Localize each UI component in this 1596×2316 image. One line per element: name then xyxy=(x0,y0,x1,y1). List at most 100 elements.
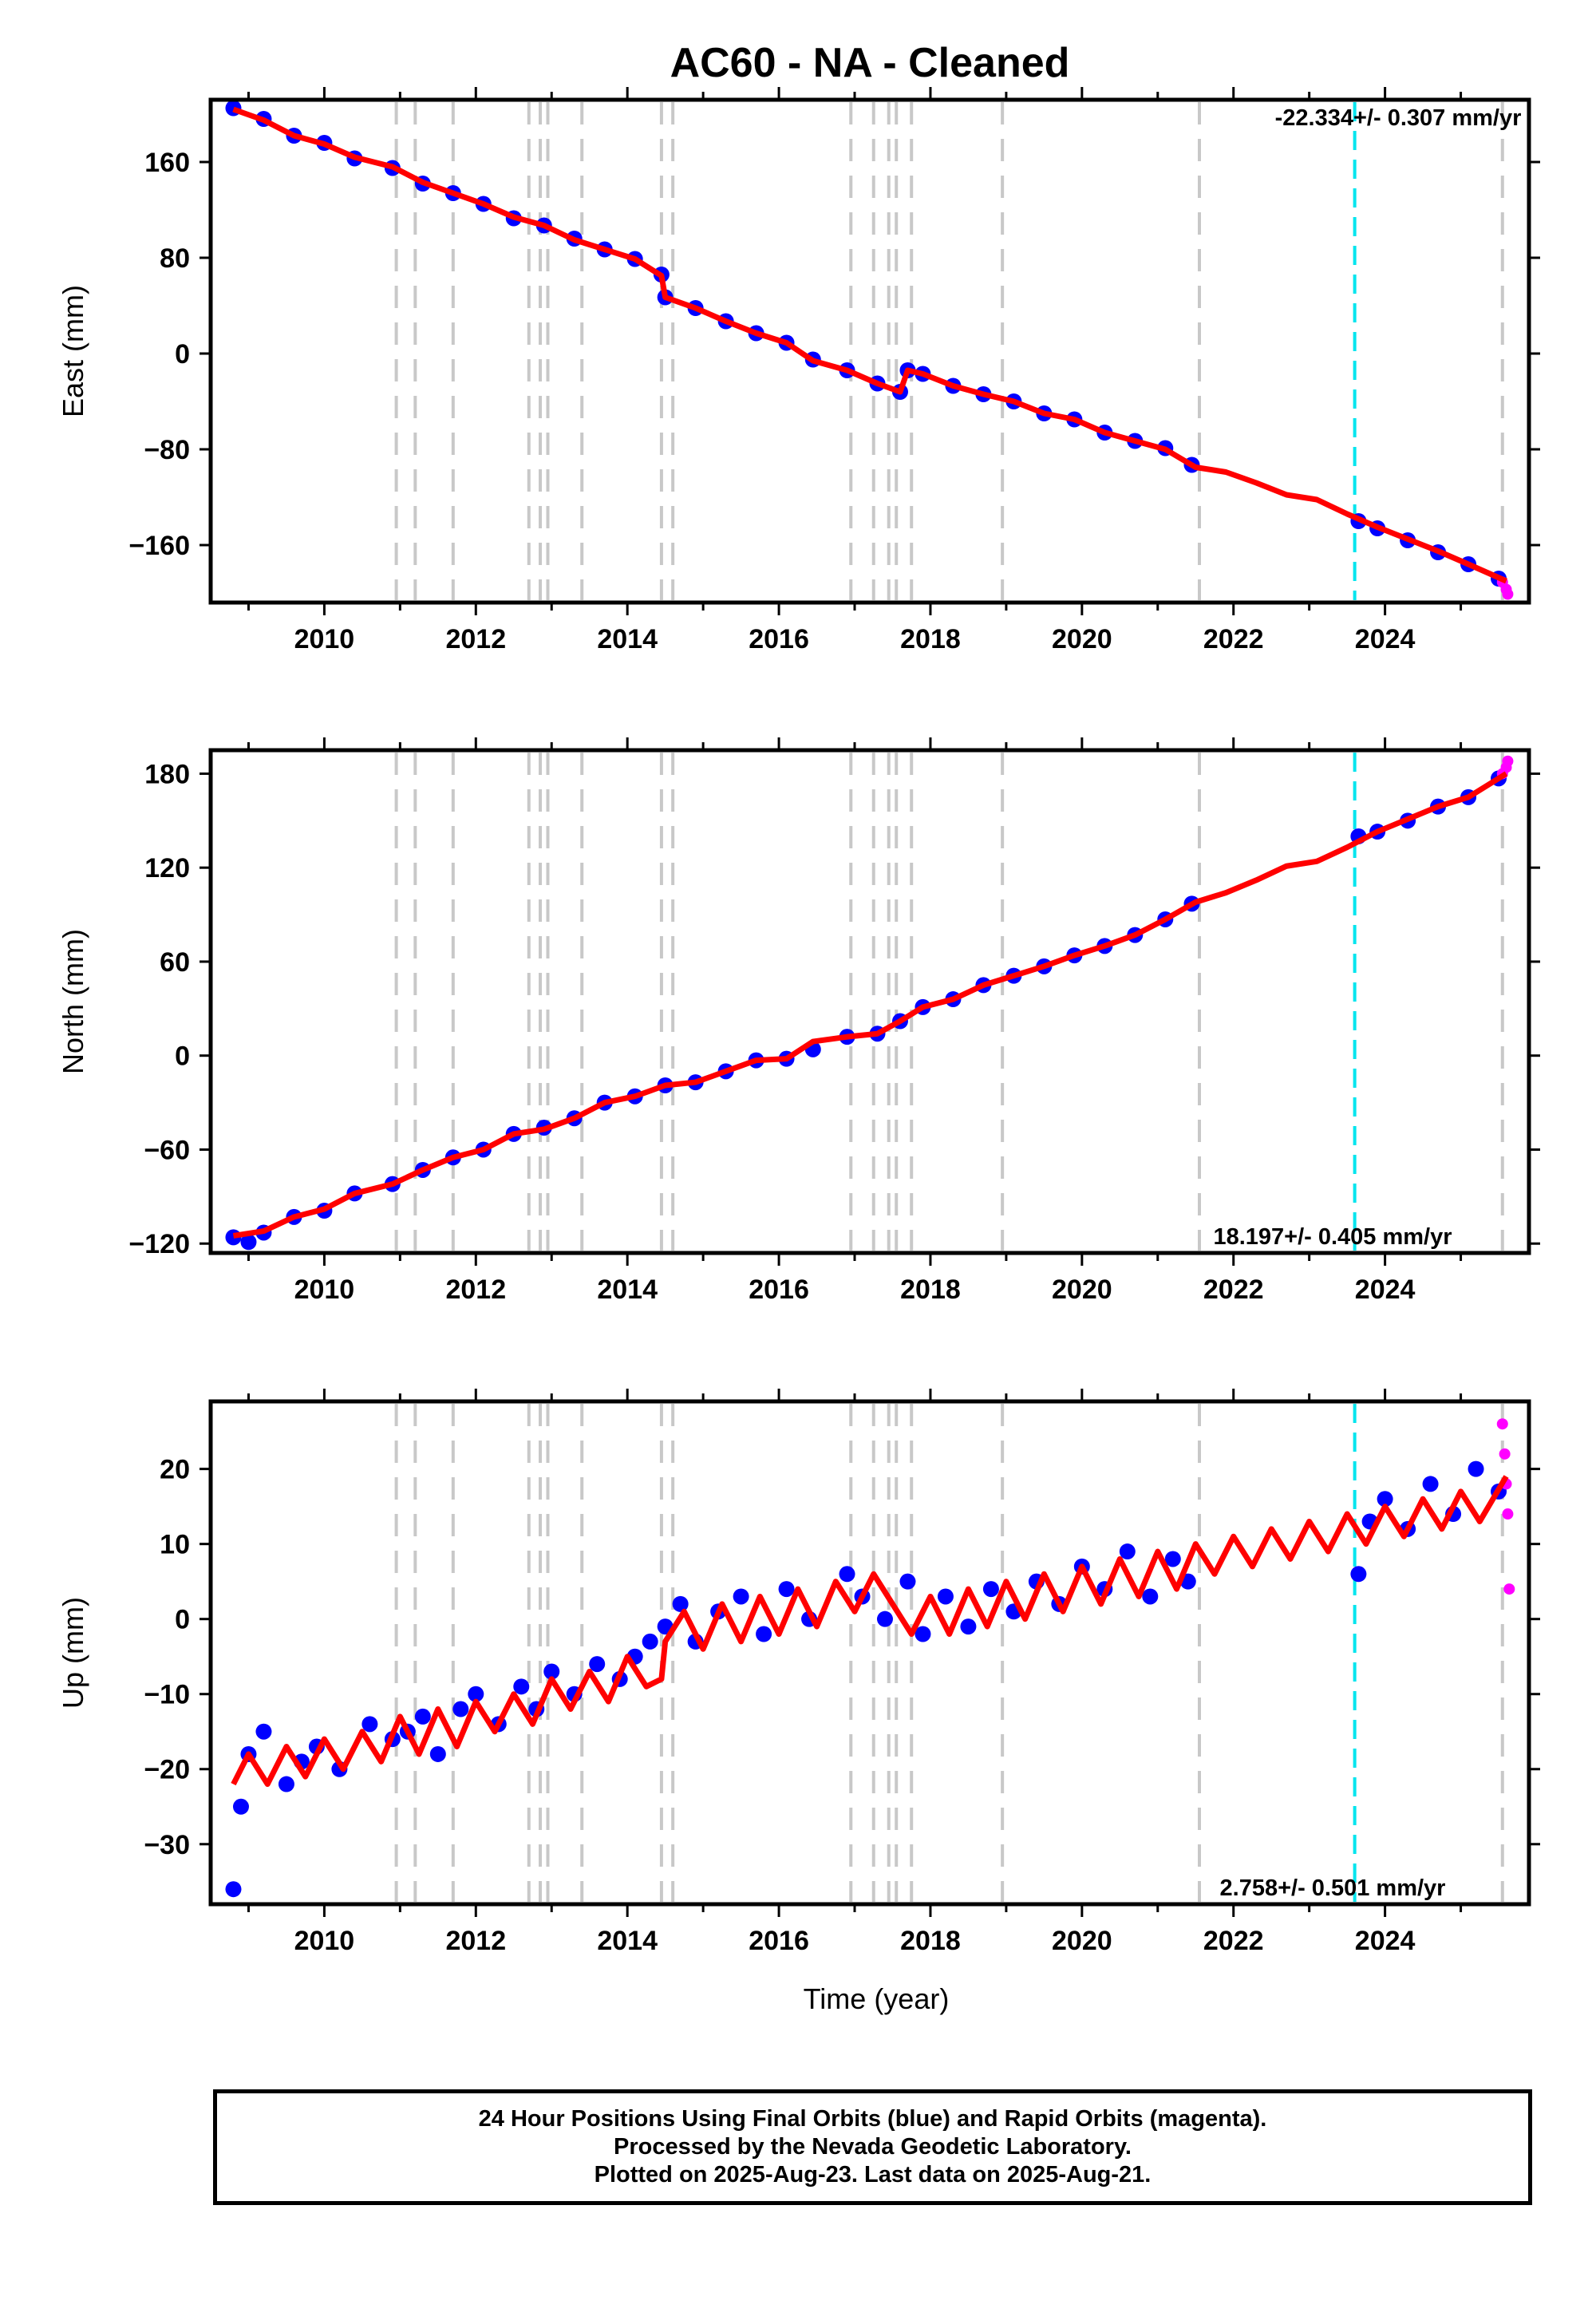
north-axes: 180 120 60 0 −60 −120 2010 2012 2014 2016 2018 2020… xyxy=(128,737,1540,1305)
up-point-0-16 xyxy=(513,1678,530,1695)
up-point-0-4 xyxy=(278,1776,294,1792)
up-points xyxy=(225,1418,1515,1898)
up-point-0-55 xyxy=(1468,1460,1484,1477)
up-point-1-1 xyxy=(1499,1448,1511,1460)
up-point-1-4 xyxy=(1503,1583,1515,1595)
east-model-line xyxy=(232,106,1507,584)
up-model xyxy=(231,1475,1509,1788)
up-point-0-47 xyxy=(1164,1551,1181,1567)
up-ytick-label-4: −20 xyxy=(144,1755,190,1785)
up-point-0-18 xyxy=(543,1663,560,1680)
north-xtick-label-1: 2012 xyxy=(445,1275,506,1305)
north-ytick-label-4: −60 xyxy=(144,1135,190,1165)
up-rate-label: 2.758+/- 0.501 mm/yr xyxy=(1220,1875,1446,1901)
up-ytick-label-0: 20 xyxy=(160,1455,190,1485)
north-xtick-label-2: 2014 xyxy=(597,1275,658,1305)
north-ylabel: North (mm) xyxy=(57,929,89,1074)
up-xlabel: Time (year) xyxy=(804,1982,950,2015)
up-point-0-36 xyxy=(915,1626,931,1642)
north-xtick-label-7: 2024 xyxy=(1355,1275,1416,1305)
up-point-0-1 xyxy=(232,1798,249,1815)
east-xtick-label-7: 2024 xyxy=(1355,624,1416,654)
east-ytick-label-3: −80 xyxy=(144,435,190,465)
footer-box: 24 Hour Positions Using Final Orbits (bl… xyxy=(213,2089,1532,2205)
north-xtick-label-3: 2016 xyxy=(749,1275,809,1305)
up-breaks xyxy=(394,1404,1504,1902)
up-ytick-label-5: −30 xyxy=(144,1830,190,1860)
up-point-1-3 xyxy=(1502,1508,1514,1520)
east-ytick-label-0: 160 xyxy=(144,148,190,178)
north-point-1-2 xyxy=(1502,755,1514,767)
north-rate-label: 18.197+/- 0.405 mm/yr xyxy=(1213,1224,1452,1250)
up-point-0-14 xyxy=(468,1686,484,1702)
up-point-0-38 xyxy=(960,1618,977,1635)
up-point-0-3 xyxy=(255,1723,272,1740)
up-point-1-0 xyxy=(1496,1418,1508,1430)
up-point-0-37 xyxy=(937,1588,954,1605)
up-xtick-label-3: 2016 xyxy=(749,1926,809,1956)
up-xtick-label-2: 2014 xyxy=(597,1926,658,1956)
north-panel: 180 120 60 0 −60 −120 2010 2012 2014 2016 2018 2020… xyxy=(57,737,1540,1305)
up-point-0-20 xyxy=(589,1656,606,1673)
up-point-0-0 xyxy=(225,1881,242,1898)
up-xtick-label-6: 2022 xyxy=(1203,1926,1264,1956)
up-ytick-label-3: −10 xyxy=(144,1680,190,1710)
east-rate-label: -22.334+/- 0.307 mm/yr xyxy=(1275,105,1522,131)
north-points xyxy=(225,755,1514,1251)
up-xtick-label-0: 2010 xyxy=(294,1926,355,1956)
east-xtick-label-1: 2012 xyxy=(445,624,506,654)
east-xtick-label-2: 2014 xyxy=(597,624,658,654)
east-xtick-label-0: 2010 xyxy=(294,624,355,654)
up-point-0-32 xyxy=(839,1566,855,1583)
east-breaks xyxy=(394,102,1504,600)
east-frame xyxy=(208,97,1531,605)
north-point-0-1 xyxy=(240,1234,257,1251)
up-xtick-label-1: 2012 xyxy=(445,1926,506,1956)
east-model xyxy=(232,106,1507,584)
up-point-0-23 xyxy=(642,1633,658,1650)
up-ytick-label-2: 0 xyxy=(175,1605,190,1635)
east-ytick-label-2: 0 xyxy=(175,339,190,370)
up-point-0-46 xyxy=(1142,1588,1159,1605)
east-ylabel: East (mm) xyxy=(57,285,89,417)
footer-line-1: 24 Hour Positions Using Final Orbits (bl… xyxy=(478,2106,1267,2132)
up-model-line xyxy=(231,1475,1509,1788)
up-point-0-53 xyxy=(1422,1476,1439,1492)
east-point-1-2 xyxy=(1502,588,1514,600)
up-point-0-35 xyxy=(899,1573,916,1590)
up-point-0-45 xyxy=(1119,1543,1136,1560)
up-point-0-12 xyxy=(429,1745,446,1762)
east-xtick-label-6: 2022 xyxy=(1203,624,1264,654)
up-point-0-28 xyxy=(733,1588,749,1605)
up-point-0-25 xyxy=(672,1595,689,1612)
up-xtick-label-5: 2020 xyxy=(1052,1926,1112,1956)
east-ytick-label-4: −160 xyxy=(128,531,190,561)
up-xtick-label-7: 2024 xyxy=(1355,1926,1416,1956)
north-model xyxy=(232,771,1508,1239)
footer-line-2: Processed by the Nevada Geodetic Laborat… xyxy=(614,2134,1132,2160)
up-ylabel: Up (mm) xyxy=(57,1597,89,1709)
east-axes: 160 80 0 −80 −160 2010 2012 2014 2016 2018 2020 202… xyxy=(128,87,1540,654)
up-point-0-30 xyxy=(778,1581,795,1598)
north-ytick-label-2: 60 xyxy=(160,947,190,978)
up-point-0-39 xyxy=(982,1581,999,1598)
up-point-0-8 xyxy=(361,1716,378,1733)
east-xtick-label-3: 2016 xyxy=(749,624,809,654)
north-ytick-label-3: 0 xyxy=(175,1041,190,1072)
up-ytick-label-1: 10 xyxy=(160,1530,190,1560)
up-point-0-51 xyxy=(1377,1491,1393,1508)
east-xtick-label-5: 2020 xyxy=(1052,624,1112,654)
up-point-0-34 xyxy=(876,1611,893,1627)
north-ytick-label-1: 120 xyxy=(144,853,190,883)
east-ytick-label-1: 80 xyxy=(160,243,190,274)
footer-line-3: Plotted on 2025-Aug-23. Last data on 202… xyxy=(594,2162,1152,2188)
north-ytick-label-0: 180 xyxy=(144,759,190,789)
north-xtick-label-6: 2022 xyxy=(1203,1275,1264,1305)
up-xtick-label-4: 2018 xyxy=(900,1926,961,1956)
up-point-0-29 xyxy=(756,1626,772,1642)
up-point-0-11 xyxy=(414,1708,431,1725)
up-frame xyxy=(208,1399,1531,1907)
